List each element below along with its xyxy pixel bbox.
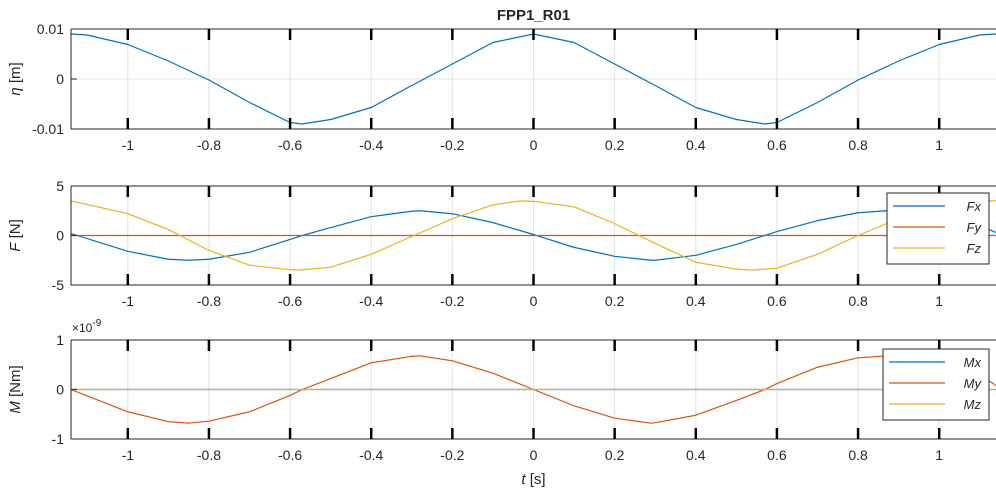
y-exponent-power: -9 (92, 318, 101, 329)
y-axis-label-symbol: F (7, 242, 24, 252)
y-axis-label-symbol: η (7, 87, 24, 95)
x-tick-label: -1 (122, 447, 135, 463)
legend-label-my: My (964, 376, 983, 391)
x-tick-label: 1 (935, 447, 943, 463)
legend-label-fz: Fz (967, 241, 982, 256)
x-tick-label: -0.2 (440, 293, 464, 309)
y-tick-label: 0 (56, 71, 64, 87)
subplot-2: -1 -0.8 -0.6 -0.4 -0.2 0 0.2 0.4 0.6 0.8 1 -5 0 5 F [N… (7, 178, 996, 309)
y-exponent-label: ×10-9 (72, 318, 102, 335)
x-tick-label: -0.2 (440, 137, 464, 153)
legend[interactable]: Mx My Mz (882, 348, 990, 421)
subplot-3: -1 -0.8 -0.6 -0.4 -0.2 0 0.2 0.4 0.6 0.8 1 -1 0 1 M [N… (7, 318, 996, 488)
x-tick-label: 1 (935, 293, 943, 309)
series-line-fx (71, 210, 996, 261)
x-tick-label: -0.4 (359, 293, 383, 309)
y-axis-label-unit: [m] (7, 62, 24, 87)
x-tick-label: 0 (530, 293, 538, 309)
y-axis-label-symbol: M (7, 401, 24, 414)
y-axis-label-unit: [N] (7, 219, 24, 242)
x-tick-label: 0.6 (767, 293, 787, 309)
x-tick-label: -0.2 (440, 447, 464, 463)
series-line-my (71, 355, 996, 424)
x-tick-label: 0.2 (605, 447, 625, 463)
y-axis-label: M [Nm] (7, 365, 24, 413)
x-tick-label: -0.6 (278, 447, 302, 463)
x-tick-label: -1 (122, 293, 135, 309)
x-tick-label: 0.8 (848, 293, 868, 309)
x-tick-label: 0.8 (848, 137, 868, 153)
x-axis-label-unit: [s] (526, 471, 546, 488)
legend-label-mz: Mz (964, 397, 982, 412)
y-tick-label: -0.01 (32, 121, 64, 137)
y-tick-label: -5 (52, 277, 65, 293)
x-tick-label: -1 (122, 137, 135, 153)
y-axis-label: F [N] (7, 219, 24, 252)
x-tick-label: -0.4 (359, 137, 383, 153)
y-tick-label: 0 (56, 228, 64, 244)
x-tick-label: 0.4 (686, 447, 706, 463)
x-tick-label: -0.4 (359, 447, 383, 463)
y-tick-label: 0 (56, 382, 64, 398)
legend-label-fx: Fx (967, 199, 982, 214)
y-tick-label: 1 (56, 332, 64, 348)
x-tick-label: 0 (530, 137, 538, 153)
legend-label-fy: Fy (967, 220, 983, 235)
subplot-1: -1 -0.8 -0.6 -0.4 -0.2 0 0.2 0.4 0.6 0.8 1 -0.01 0 0.… (7, 7, 996, 153)
y-tick-label: 0.01 (37, 21, 64, 37)
chart-title: FPP1_R01 (497, 7, 570, 24)
legend-box (886, 192, 990, 265)
x-tick-label: 0.6 (767, 447, 787, 463)
x-axis-label-symbol: t (521, 471, 526, 488)
x-tick-label: -0.8 (197, 447, 221, 463)
x-tick-label: 1 (935, 137, 943, 153)
x-tick-label: -0.8 (197, 293, 221, 309)
y-tick-label: 5 (56, 178, 64, 194)
series-line-fz (71, 200, 996, 271)
x-tick-label: 0.2 (605, 137, 625, 153)
legend-label-mx: Mx (964, 355, 982, 370)
y-axis-label-unit: [Nm] (7, 365, 24, 401)
legend[interactable]: Fx Fy Fz (886, 192, 990, 265)
x-tick-label: -0.6 (278, 293, 302, 309)
legend-box (882, 348, 990, 421)
x-tick-label: 0.8 (848, 447, 868, 463)
x-tick-label: -0.6 (278, 137, 302, 153)
y-tick-label: -1 (52, 431, 65, 447)
x-axis-label: t [s] (521, 471, 545, 488)
y-axis-label: η [m] (7, 62, 24, 95)
x-tick-label: 0.6 (767, 137, 787, 153)
x-tick-label: 0.4 (686, 137, 706, 153)
x-tick-label: 0.4 (686, 293, 706, 309)
x-tick-label: 0 (530, 447, 538, 463)
x-tick-label: 0.2 (605, 293, 625, 309)
y-exponent-base: ×10 (72, 321, 93, 335)
x-tick-label: -0.8 (197, 137, 221, 153)
